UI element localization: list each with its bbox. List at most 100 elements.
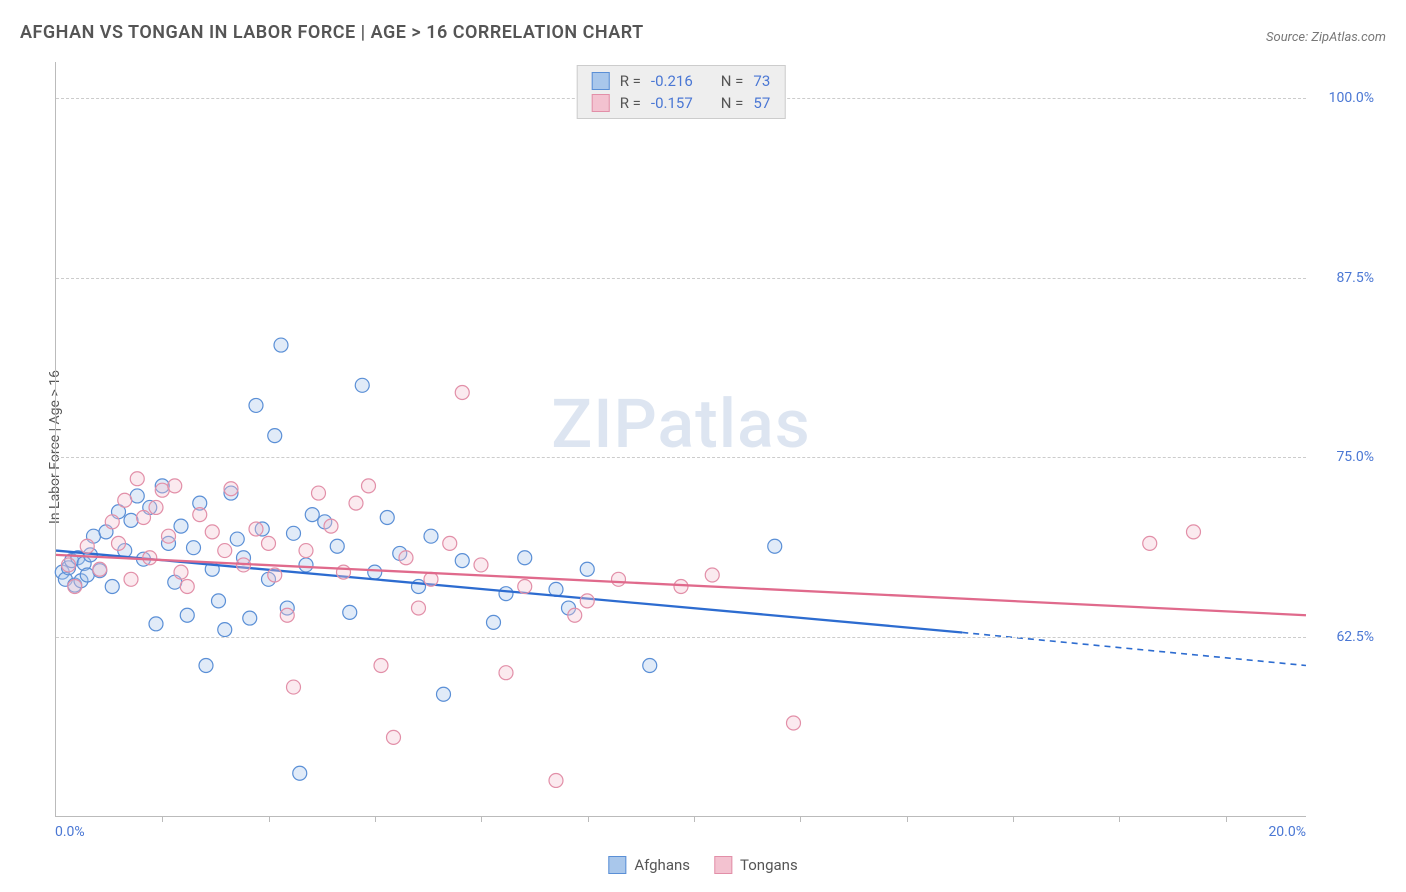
scatter-point [199,659,213,673]
scatter-point [455,554,469,568]
scatter-point [268,568,282,582]
scatter-point [74,574,88,588]
x-minor-tick [162,816,163,822]
scatter-point [249,398,263,412]
swatch-afghans [592,72,610,90]
scatter-point [549,773,563,787]
plot-container: In Labor Force | Age > 16 ZIPatlas R = -… [45,62,1386,832]
scatter-point [155,479,169,493]
scatter-point [393,546,407,560]
n-label: N = [721,94,744,112]
scatter-point [499,587,513,601]
legend-label-tongans: Tongans [740,856,798,874]
scatter-point [349,496,363,510]
n-value-tongans: 57 [753,94,770,112]
scatter-point [355,378,369,392]
scatter-point [168,479,182,493]
scatter-point [193,508,207,522]
scatter-point [580,562,594,576]
scatter-point [130,489,144,503]
scatter-point [105,515,119,529]
scatter-point [1143,536,1157,550]
scatter-point [362,479,376,493]
scatter-point [287,680,301,694]
scatter-point [274,338,288,352]
scatter-point [118,493,132,507]
scatter-point [149,617,163,631]
scatter-point [455,386,469,400]
legend-row-tongans: R = -0.157 N = 57 [578,92,785,114]
scatter-point [249,522,263,536]
scatter-point [155,483,169,497]
scatter-point [218,623,232,637]
scatter-point [99,525,113,539]
x-minor-tick [907,816,908,822]
scatter-point [218,544,232,558]
scatter-point [230,532,244,546]
scatter-point [80,568,94,582]
trend-line [56,551,962,633]
chart-svg [56,62,1306,816]
scatter-point [87,529,101,543]
y-tick-label: 100.0% [1329,90,1374,106]
scatter-point [343,605,357,619]
scatter-point [443,536,457,550]
scatter-point [424,529,438,543]
gridline [56,457,1306,458]
scatter-point [312,486,326,500]
scatter-point [68,579,82,593]
scatter-point [1186,525,1200,539]
scatter-point [374,659,388,673]
watermark-text: ZIPatlas [551,384,811,464]
legend-item-tongans: Tongans [714,856,798,874]
scatter-point [205,562,219,576]
scatter-point [143,500,157,514]
r-label: R = [620,94,641,112]
scatter-point [412,579,426,593]
scatter-point [262,572,276,586]
x-minor-tick [588,816,589,822]
scatter-point [299,544,313,558]
scatter-point [237,551,251,565]
scatter-point [487,615,501,629]
legend-row-afghans: R = -0.216 N = 73 [578,70,785,92]
scatter-point [105,579,119,593]
scatter-point [674,579,688,593]
scatter-point [68,578,82,592]
scatter-point [137,511,151,525]
scatter-point [237,558,251,572]
scatter-point [580,594,594,608]
x-minor-tick [481,816,482,822]
scatter-point [518,551,532,565]
scatter-point [180,608,194,622]
x-tick-label: 0.0% [55,824,85,840]
scatter-point [149,500,163,514]
r-value-tongans: -0.157 [651,94,693,112]
scatter-point [305,508,319,522]
scatter-point [255,522,269,536]
n-value-afghans: 73 [753,72,770,90]
scatter-point [112,536,126,550]
scatter-point [83,548,97,562]
legend-item-afghans: Afghans [608,856,690,874]
scatter-point [387,730,401,744]
scatter-point [187,541,201,555]
scatter-point [268,429,282,443]
scatter-point [112,505,126,519]
scatter-point [424,572,438,586]
x-minor-tick [1013,816,1014,822]
scatter-point [62,558,76,572]
scatter-point [193,496,207,510]
x-minor-tick [375,816,376,822]
scatter-point [337,565,351,579]
correlation-legend: R = -0.216 N = 73 R = -0.157 N = 57 [577,65,786,119]
scatter-point [518,579,532,593]
y-tick-label: 62.5% [1336,629,1374,645]
scatter-point [243,611,257,625]
scatter-point [224,482,238,496]
series-legend: Afghans Tongans [608,856,797,874]
y-tick-label: 87.5% [1336,270,1374,286]
scatter-point [499,666,513,680]
scatter-point [65,554,79,568]
scatter-point [77,556,91,570]
